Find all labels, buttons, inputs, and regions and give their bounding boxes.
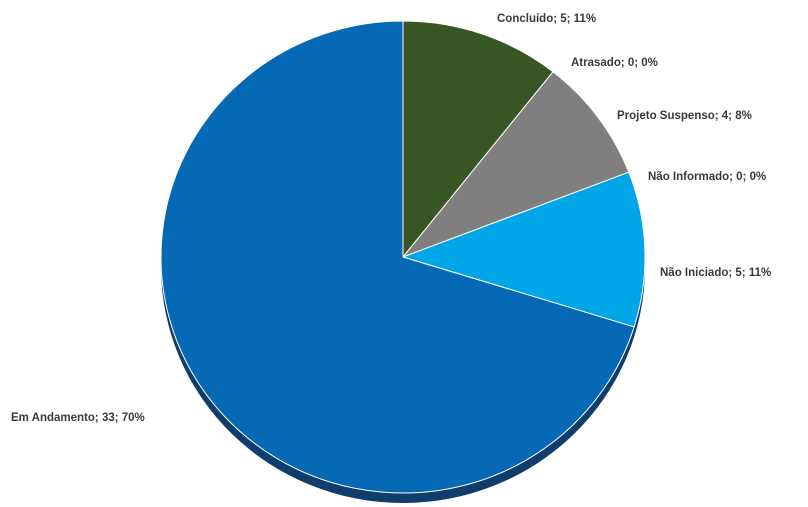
pie-slice-concluido: [402, 20, 554, 258]
pie-slice-nao-iniciado: [402, 171, 646, 328]
pie-slice-projeto-suspenso: [402, 71, 630, 258]
slice-labels: Concluído; 5; 11% Atrasado; 0; 0% Projet…: [11, 13, 771, 424]
label-em-andamento: Em Andamento; 33; 70%: [11, 412, 145, 424]
label-projeto-suspenso: Projeto Suspenso; 4; 8%: [617, 110, 752, 122]
pie-slice-em-andamento: [160, 20, 635, 494]
label-nao-iniciado: Não Iniciado; 5; 11%: [660, 267, 771, 279]
pie-slices: [160, 20, 646, 494]
label-concluido: Concluído; 5; 11%: [497, 13, 596, 25]
label-atrasado: Atrasado; 0; 0%: [571, 57, 658, 69]
label-nao-informado: Não Informado; 0; 0%: [648, 171, 766, 183]
